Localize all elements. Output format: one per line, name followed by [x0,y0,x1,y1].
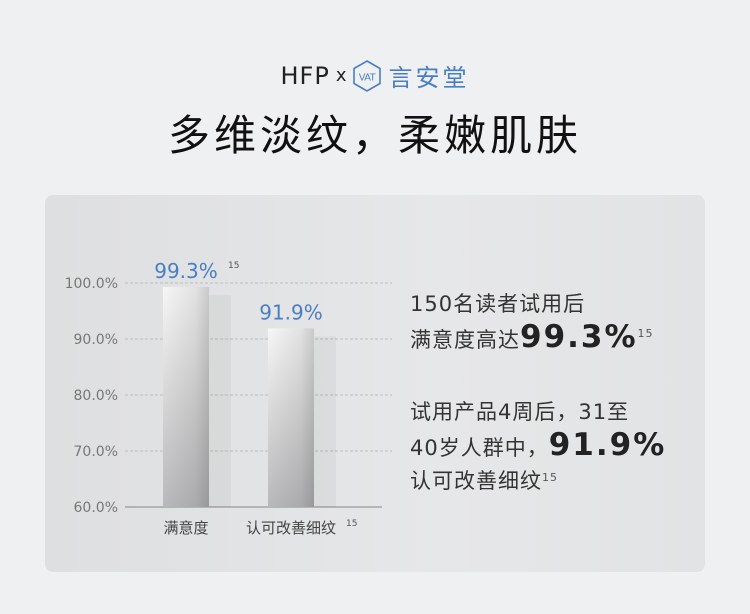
y-tick-label: 80.0% [74,388,118,404]
note-line: 150名读者试用后 [410,292,586,316]
brand-header: HFP x VAT 言安堂 [0,58,750,93]
note-value: 99.3% [520,319,638,355]
note-line: 试用产品4周后，31至 [410,400,630,424]
x-tick-label: 满意度 [163,519,208,537]
footnote-ref: 15 [637,327,654,340]
y-tick-label: 90.0% [74,332,118,348]
data-label: 91.9% [259,300,323,324]
x-tick-footnote: 15 [346,519,357,529]
data-label: 99.3% [154,259,218,283]
bar-shading [268,328,314,507]
chart-panel [45,195,705,572]
y-tick-label: 70.0% [74,444,118,460]
note-line: 认可改善细纹15 [410,465,666,498]
note-line: 满意度高达99.3%15 [410,321,654,357]
note-text: 认可改善细纹 [410,469,542,493]
note-value: 91.9% [548,427,667,463]
page-title: 多维淡纹，柔嫩肌肤 [167,111,582,160]
logo-hexagon [353,59,382,92]
hexagon-logo-icon: VAT [353,59,382,92]
note-line: 40岁人群中，91.9% [410,429,666,465]
brand-name: 言安堂 [388,64,470,92]
bar-shadow [209,294,231,507]
footnote-ref: 15 [542,471,558,484]
bar-shading [163,286,209,507]
note-prefix: 40岁人群中， [410,436,549,460]
note-satisfaction: 150名读者试用后 满意度高达99.3%15 [410,288,654,357]
brand-x: x [335,65,347,86]
logo-lettering: VAT [359,72,376,83]
note-prefix: 满意度高达 [410,328,520,352]
brand-hfp: HFP [280,61,330,90]
y-tick-label: 60.0% [74,500,118,516]
note-wrinkle: 试用产品4周后，31至 40岁人群中，91.9% 认可改善细纹15 [410,396,666,498]
data-label-footnote: 15 [228,261,239,271]
y-tick-label: 100.0% [65,276,118,292]
bar-shadow [314,336,336,507]
x-tick-label: 认可改善细纹 [246,519,336,537]
